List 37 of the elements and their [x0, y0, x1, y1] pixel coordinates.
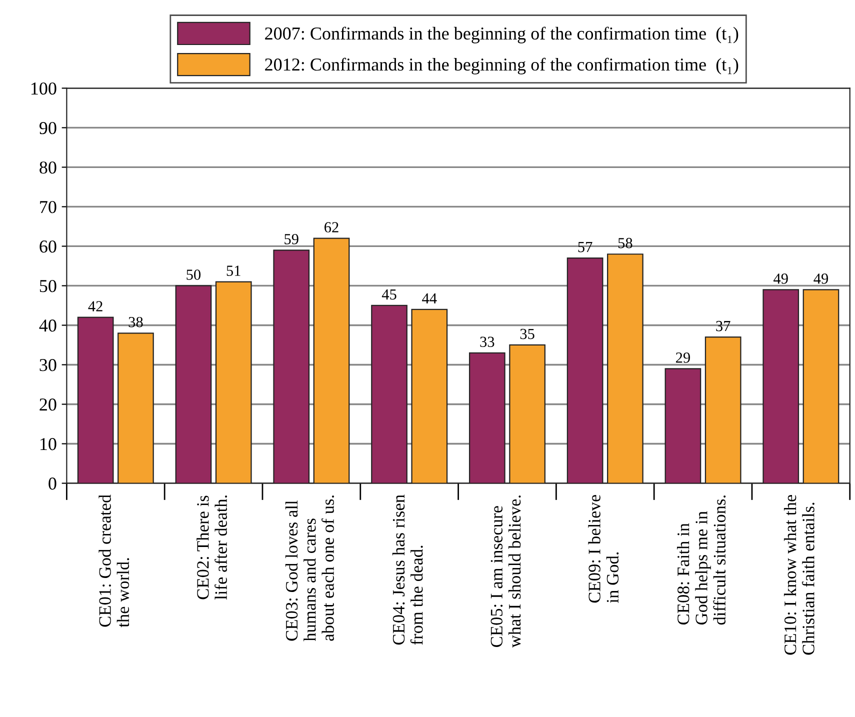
- data-label: 50: [186, 270, 201, 280]
- x-tick-label: CE02: There is life after death.: [196, 496, 228, 600]
- y-tick-label: 40: [39, 319, 56, 332]
- data-label: 45: [382, 289, 396, 300]
- data-label: 49: [814, 274, 828, 284]
- x-tick-label: CE04: Jesus has risen from the dead.: [392, 494, 423, 645]
- y-tick-label: 20: [40, 398, 56, 411]
- data-label: 37: [716, 320, 730, 332]
- y-tick-label: 100: [31, 82, 56, 95]
- x-tick-label: CE05: I am insecure what I should believe.: [490, 496, 521, 648]
- data-label: 33: [480, 336, 494, 348]
- y-tick-label: 10: [40, 438, 56, 450]
- x-tick-label: CE10: I know what the Christian faith entails.: [784, 494, 814, 655]
- y-tick-label: 60: [40, 240, 56, 253]
- data-label: 35: [520, 328, 534, 340]
- data-label: 59: [284, 234, 298, 244]
- y-tick-label: 90: [39, 122, 56, 134]
- x-tick-label: CE01: God created the world.: [98, 494, 130, 628]
- data-label: 29: [676, 352, 690, 363]
- y-tick-label: 50: [40, 280, 56, 292]
- y-tick-label: 0: [48, 478, 56, 490]
- data-label: 44: [422, 293, 437, 304]
- legend-label: 2007: Confirmands in the beginning of the confirmation time (t₁): [265, 26, 738, 44]
- data-label: 57: [578, 242, 592, 252]
- data-label: 42: [88, 301, 102, 312]
- legend-label: 2012: Confirmands in the beginning of the confirmation time (t₁): [265, 58, 738, 74]
- y-tick-label: 30: [40, 358, 56, 372]
- y-tick-label: 80: [40, 161, 56, 174]
- x-tick-label: CE08: Faith in God helps me in difficult situations.: [677, 496, 726, 625]
- data-label: 38: [128, 316, 143, 328]
- data-label: 62: [324, 222, 338, 232]
- x-tick-label: CE09: I believe in God.: [588, 494, 619, 603]
- y-tick-label: 70: [40, 200, 56, 214]
- data-label: 51: [226, 266, 240, 276]
- data-label: 49: [774, 274, 788, 284]
- data-label: 58: [618, 238, 632, 248]
- x-tick-label: CE03: God loves all humans and cares about each one of us.: [285, 496, 334, 642]
